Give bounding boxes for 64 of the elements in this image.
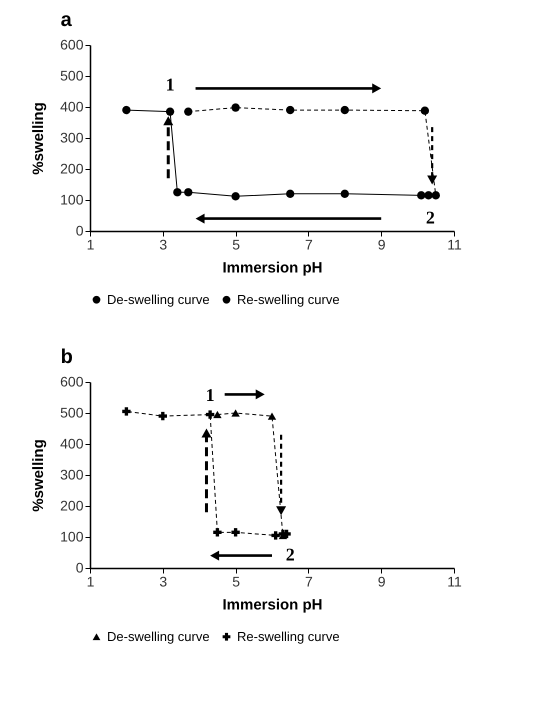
x-axis-title: Immersion pH <box>222 260 323 276</box>
y-tick-label: 600 <box>60 36 84 52</box>
legend-label: Re-swelling curve <box>237 628 340 644</box>
y-axis-title: %swelling <box>30 102 48 175</box>
x-tick-label: 1 <box>86 574 95 590</box>
x-tick-label: 3 <box>159 574 168 590</box>
y-tick-label: 200 <box>60 160 84 176</box>
legend-label: De-swelling curve <box>107 628 210 644</box>
y-tick-label: 500 <box>60 404 84 420</box>
point <box>231 103 240 112</box>
x-tick-label: 11 <box>447 236 462 252</box>
chart-title: a <box>60 9 73 31</box>
annotation: 2 <box>426 208 435 228</box>
y-axis-title: %swelling <box>30 439 48 512</box>
point <box>166 107 174 116</box>
point <box>231 409 240 417</box>
y-tick-label: 100 <box>60 528 84 544</box>
x-tick-label: 3 <box>159 236 168 252</box>
y-tick-label: 300 <box>60 466 84 482</box>
annotation: 1 <box>206 384 215 405</box>
annotation: 1 <box>166 74 175 94</box>
point <box>417 191 426 200</box>
legend-label: De-swelling curve <box>107 292 210 307</box>
point <box>424 191 433 200</box>
point <box>184 188 192 196</box>
x-tick-label: 7 <box>305 236 313 252</box>
point <box>231 528 240 537</box>
chart-title: b <box>60 346 73 368</box>
x-axis-title: Immersion pH <box>222 596 323 614</box>
point <box>432 191 440 200</box>
y-tick-label: 400 <box>60 98 84 114</box>
point <box>268 412 276 420</box>
point <box>340 106 349 114</box>
y-tick-label: 300 <box>60 130 84 146</box>
y-tick-label: 0 <box>76 222 84 238</box>
point <box>122 407 131 416</box>
y-tick-label: 200 <box>60 498 84 514</box>
x-tick-label: 5 <box>232 574 240 590</box>
y-tick-label: 500 <box>60 68 84 84</box>
y-tick-label: 0 <box>76 560 84 576</box>
point <box>231 192 240 200</box>
point <box>286 190 294 198</box>
point <box>286 106 294 114</box>
point <box>173 188 182 196</box>
point <box>206 410 214 419</box>
y-tick-label: 100 <box>60 192 84 208</box>
x-tick-label: 9 <box>378 236 386 252</box>
x-tick-label: 7 <box>305 574 313 590</box>
y-tick-label: 400 <box>60 436 84 452</box>
point <box>213 410 222 418</box>
point <box>213 528 222 537</box>
x-tick-label: 1 <box>86 236 95 252</box>
annotation: 2 <box>286 544 295 565</box>
x-tick-label: 5 <box>232 236 240 252</box>
legend-label: Re-swelling curve <box>237 292 340 307</box>
x-tick-label: 9 <box>378 574 386 590</box>
point <box>158 412 167 420</box>
x-tick-label: 11 <box>447 574 462 590</box>
point <box>184 107 192 116</box>
y-tick-label: 600 <box>60 374 84 390</box>
point <box>340 190 349 198</box>
point <box>420 106 430 115</box>
point <box>122 106 131 114</box>
point <box>271 531 280 540</box>
